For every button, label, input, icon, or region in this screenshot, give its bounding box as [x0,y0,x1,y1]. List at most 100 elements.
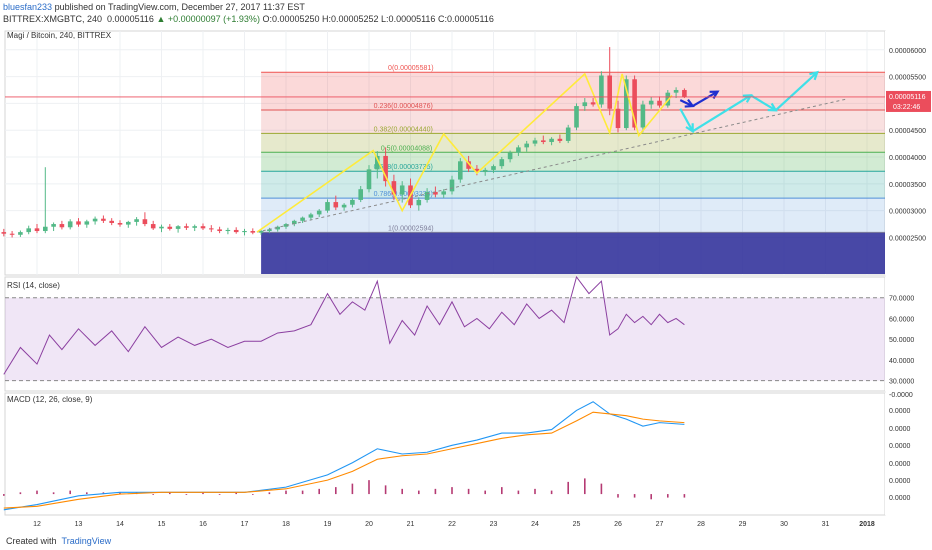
price-axis-label: 0.00004000 [889,155,926,162]
macd-histogram-bar [484,490,486,495]
price-axis-label: 0.00004500 [889,128,926,135]
candle-body [640,104,646,128]
candle-body [225,229,231,232]
macd-histogram-bar [617,494,619,498]
time-axis-bg [0,516,932,531]
candle-body [516,147,521,153]
macd-histogram-bar [633,494,636,498]
candle-body [217,229,222,232]
candle-body [524,143,529,148]
time-axis[interactable]: 12 13 14 15 16 17 18 19 20 21 22 23 24 25 26 27 28 29 30 31… [0,516,932,531]
price-pane[interactable]: 0(0.00005581) 0.236(0.00004876) 0.382(0.00… [1,30,932,276]
cyan-projection-arrow [774,71,818,112]
candle-body [175,226,181,229]
chart-header: bluesfan233 published on TradingView.com… [0,0,932,28]
candle-body [458,161,463,180]
candle-body [424,191,430,200]
candle-body [150,224,156,229]
macd-axis-label: 0.0000 [889,495,911,502]
candle-body [474,168,480,173]
fib-level-label: 0.786(0.00003234) [374,191,433,198]
candle-body [582,102,588,107]
fib-zone [261,198,886,233]
candle-body [159,226,164,229]
fib-level-label: 0(0.00005581) [388,65,434,72]
wave-pattern-line [256,72,673,233]
cyan-projection-arrow [679,108,694,132]
candle-body [126,221,131,225]
candle-body [590,102,596,105]
rsi-axis-label: 50.0000 [889,337,914,344]
candle-body [134,219,139,222]
created-with: Created with [6,536,57,546]
rsi-axis-label: 30.0000 [889,379,914,386]
macd-frame [4,392,886,516]
price-axis-label: 0.00006000 [889,48,926,55]
macd-axis-label: 0.0000 [889,461,911,468]
macd-histogram-bar [285,490,287,495]
macd-histogram-bar [384,485,387,495]
macd-axis-bg [885,393,932,515]
candle-body [109,220,114,223]
macd-histogram-bar [202,492,204,495]
candle-body [200,226,206,229]
candle-body [574,106,579,128]
macd-axis-label: 0.0000 [889,408,911,415]
candle-body [18,232,23,235]
rsi-pane[interactable]: 30.0000 40.0000 50.0000 60.0000 70.0000 [3,275,932,392]
candle-body [391,181,397,195]
candle-body [507,152,513,160]
tradingview-logo[interactable]: TradingView [61,536,112,546]
fib-level-label: 0.5(0.00004088) [381,145,432,152]
fib-zone-extension [261,232,886,274]
candle-body [632,79,637,128]
macd-histogram-bar [451,487,453,495]
candle-body [283,224,289,227]
rsi-axis-label: 70.0000 [889,296,914,303]
candle-body [242,231,247,233]
macd-histogram-bar [584,478,586,495]
candle-body [101,218,106,221]
candle-body [657,100,662,106]
time-axis-label: 23 [490,521,498,528]
time-axis-label: 25 [573,521,581,528]
price-axis-label: 0.00002500 [889,235,926,242]
candle-body [26,228,31,233]
candle-body [76,221,81,225]
fib-zone [261,152,886,172]
time-axis-label: 16 [199,521,207,528]
chart-area[interactable]: 0(0.00005581) 0.236(0.00004876) 0.382(0.00… [0,28,932,531]
macd-pane-title: MACD (12, 26, close, 9) [7,395,93,404]
candle-body [375,155,380,170]
time-axis-label: 31 [822,521,830,528]
footer-text: Created with TradingView [6,536,111,546]
macd-pane[interactable]: -0.0000 0.0000 0.0000 0.0000 0.0000 0.0000 0.0… [3,392,932,516]
candle-body [557,138,563,141]
candle-body [250,231,256,233]
macd-histogram-bar [434,488,437,495]
price-change: ▲ +0.00000097 (+1.93%) [156,14,260,24]
candle-body [300,217,305,221]
macd-histogram-bar [19,492,22,495]
candle-body [92,218,98,222]
macd-histogram-bar [86,492,88,495]
fib-level-label: 1(0.00002594) [388,225,434,232]
candle-body [167,226,173,229]
candle-body [607,75,612,109]
candle-body [648,100,654,105]
macd-histogram-bar [3,494,5,496]
fib-zone [261,133,886,153]
price-axis-bg [885,31,932,275]
time-axis-label: 2018 [859,521,875,528]
author-link[interactable]: bluesfan233 [3,2,53,12]
candle-body [275,226,280,230]
rsi-frame [4,276,886,392]
macd-histogram-bar [152,494,154,495]
time-axis-label: 22 [448,521,456,528]
rsi-axis-label: 60.0000 [889,316,914,323]
candle-body [43,226,48,232]
bar-countdown: 03:22:46 [893,104,920,111]
candle-body [466,161,471,169]
time-axis-label: 12 [33,521,41,528]
candle-body [142,219,148,225]
